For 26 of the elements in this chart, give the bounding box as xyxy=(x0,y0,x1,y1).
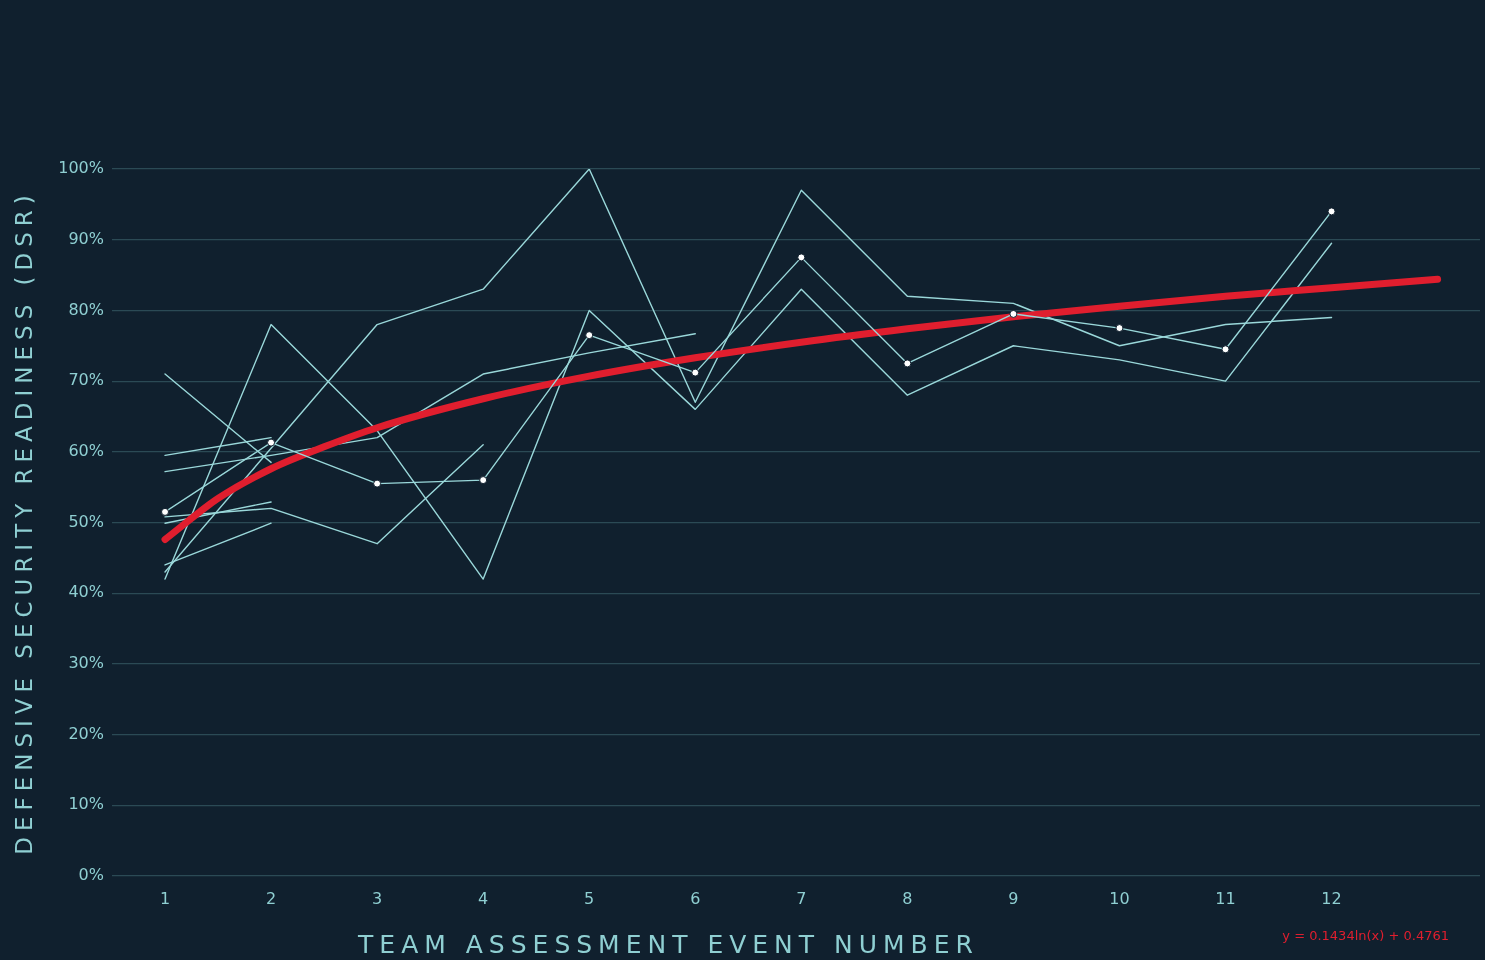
x-tick-label: 8 xyxy=(902,888,913,908)
y-tick-label: 60% xyxy=(68,440,104,460)
x-tick-label: 3 xyxy=(372,888,383,908)
y-tick-label: 50% xyxy=(68,511,104,531)
x-tick-label: 4 xyxy=(478,888,489,908)
x-tick-label: 1 xyxy=(159,888,171,908)
x-tick-label: 12 xyxy=(1321,888,1342,908)
y-tick-label: 0% xyxy=(78,865,104,885)
x-tick-label: 11 xyxy=(1215,888,1236,908)
y-tick-label: 10% xyxy=(68,794,104,814)
text: y = 0.1434ln(x) + 0.4761 xyxy=(1282,928,1449,944)
y-tick-label: 30% xyxy=(68,653,104,673)
y-axis-title: DEFENSIVE SECURITY READINESS (DSR) xyxy=(11,189,37,855)
y-tick-label: 70% xyxy=(68,370,104,390)
y-tick-label: 80% xyxy=(68,299,104,319)
y-tick-label: 40% xyxy=(68,582,104,602)
y-tick-label: 100% xyxy=(58,158,104,178)
x-tick-label: 6 xyxy=(690,888,701,908)
x-tick-label: 7 xyxy=(796,888,807,908)
x-tick-label: 5 xyxy=(584,888,595,908)
y-tick-label: 20% xyxy=(68,723,104,743)
x-tick-label: 9 xyxy=(1008,888,1019,908)
x-tick-label: 2 xyxy=(265,888,277,908)
x-tick-label: 10 xyxy=(1109,888,1130,908)
y-tick-label: 90% xyxy=(68,228,104,248)
x-axis-title: TEAM ASSESSMENT EVENT NUMBER xyxy=(358,930,979,959)
